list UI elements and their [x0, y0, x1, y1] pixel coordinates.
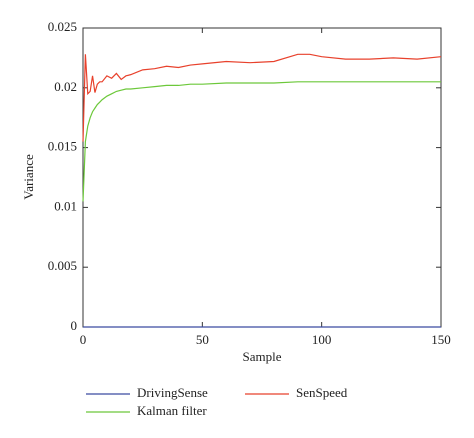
y-tick-label: 0.02 — [54, 79, 77, 94]
legend-label: DrivingSense — [137, 385, 208, 400]
x-tick-label: 0 — [80, 332, 87, 347]
x-tick-label: 50 — [196, 332, 209, 347]
x-tick-label: 100 — [312, 332, 332, 347]
series-line — [82, 81, 441, 202]
y-axis-label: Variance — [21, 154, 36, 200]
y-tick-label: 0.005 — [48, 258, 77, 273]
legend-label: SenSpeed — [296, 385, 348, 400]
series-line — [82, 53, 442, 142]
y-tick-label: 0.015 — [48, 139, 77, 154]
y-tick-label: 0 — [71, 318, 78, 333]
legend-label: Kalman filter — [137, 403, 207, 418]
x-axis-label: Sample — [243, 349, 282, 364]
y-tick-label: 0.025 — [48, 19, 77, 34]
y-tick-label: 0.01 — [54, 198, 77, 213]
x-tick-label: 150 — [431, 332, 451, 347]
